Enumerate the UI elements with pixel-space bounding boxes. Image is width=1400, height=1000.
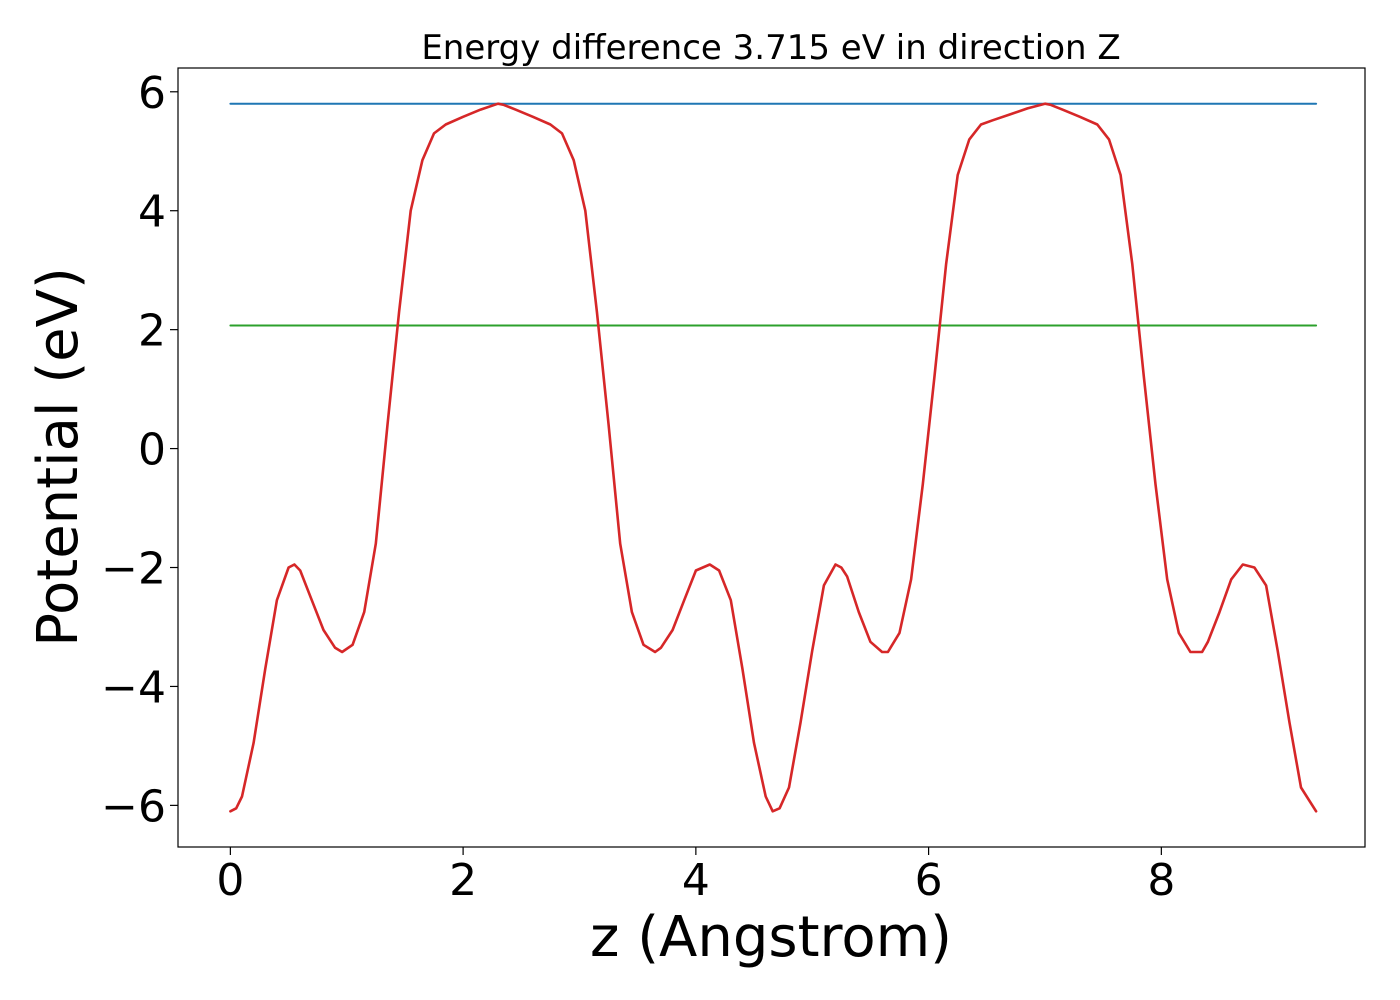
x-tick-label: 8	[1147, 855, 1175, 906]
x-tick-label: 6	[915, 855, 943, 906]
series-line-3	[229, 102, 1318, 813]
plot-frame	[177, 67, 1366, 848]
chart-title: Energy difference 3.715 eV in direction …	[421, 28, 1120, 68]
x-axis: 0 2 4 6 8	[216, 847, 1175, 906]
x-tick-label: 0	[216, 855, 244, 906]
y-tick-label: −2	[101, 544, 166, 595]
y-tick-label: −4	[101, 662, 166, 713]
series-layer	[229, 102, 1318, 813]
y-tick-label: 0	[138, 425, 166, 476]
x-tick-label: 2	[449, 855, 477, 906]
y-tick-label: 4	[138, 187, 166, 238]
y-axis-label: Potential (eV)	[26, 267, 91, 647]
y-axis: −6 −4 −2 0 2 4 6	[101, 68, 178, 832]
y-tick-label: 2	[138, 306, 166, 357]
y-tick-label: 6	[138, 68, 166, 119]
x-axis-label: z (Angstrom)	[590, 905, 952, 970]
y-tick-label: −6	[101, 781, 166, 832]
x-tick-label: 4	[682, 855, 710, 906]
